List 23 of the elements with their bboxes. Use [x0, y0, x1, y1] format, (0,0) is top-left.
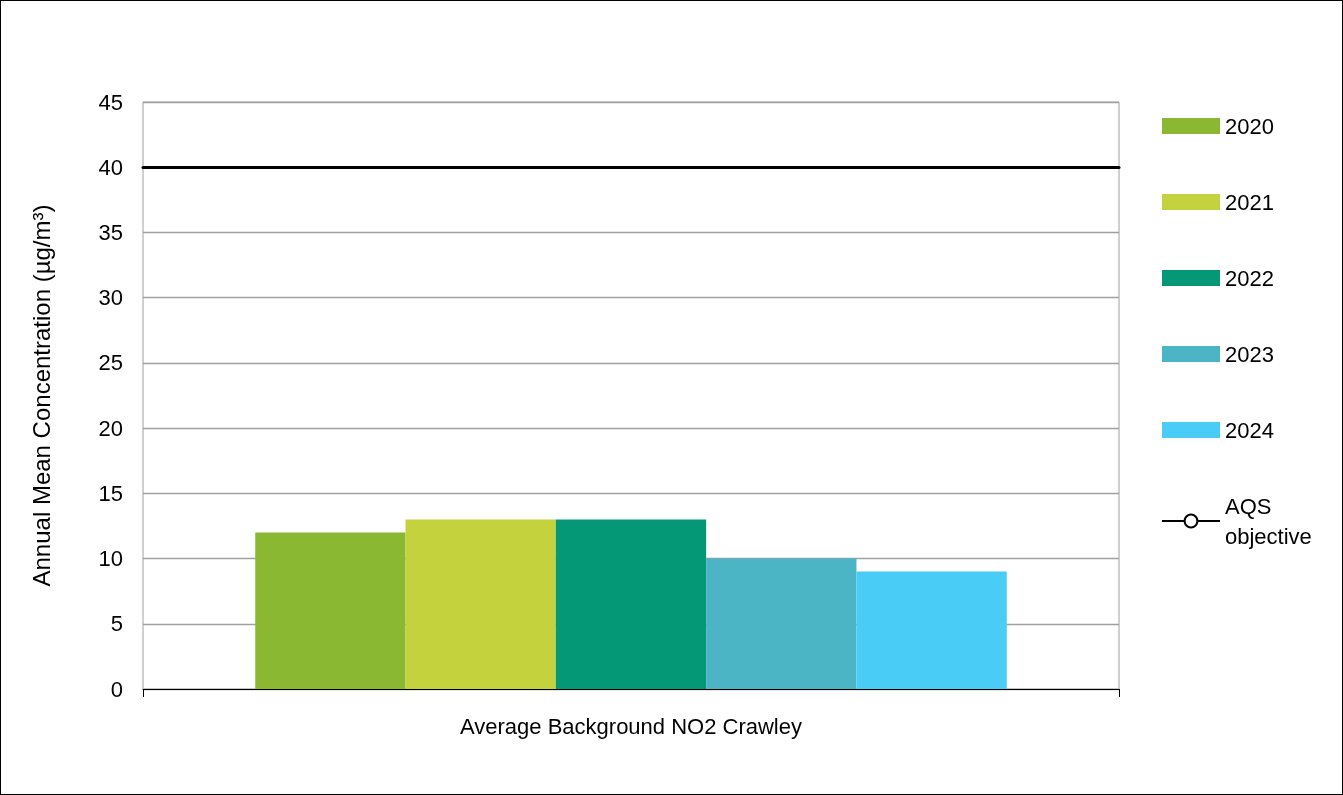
y-tick-label: 20 — [98, 415, 123, 441]
y-axis-title: Annual Mean Concentration (µg/m³) — [27, 204, 55, 587]
legend-label: 2020 — [1225, 113, 1274, 139]
y-tick-label: 25 — [98, 350, 123, 376]
bar — [706, 558, 857, 689]
bar — [255, 532, 406, 689]
y-tick-label: 30 — [98, 285, 123, 311]
bar — [405, 519, 556, 689]
y-tick-label: 40 — [98, 154, 123, 180]
y-tick-label: 15 — [98, 480, 123, 506]
bar — [856, 571, 1007, 689]
legend-label: 2021 — [1225, 189, 1274, 215]
legend-label: AQS objective — [1225, 493, 1312, 549]
y-tick-label: 10 — [98, 546, 123, 572]
y-tick-label: 45 — [98, 89, 123, 115]
y-tick-label: 5 — [110, 611, 123, 637]
bar — [555, 519, 707, 689]
legend-label: 2023 — [1225, 341, 1274, 367]
y-tick-label: 35 — [98, 219, 123, 245]
y-tick-label: 0 — [110, 676, 123, 702]
legend-label: 2022 — [1225, 265, 1274, 291]
x-tick-label: Average Background NO2 Crawley — [460, 713, 802, 739]
legend-label: 2024 — [1225, 417, 1274, 443]
